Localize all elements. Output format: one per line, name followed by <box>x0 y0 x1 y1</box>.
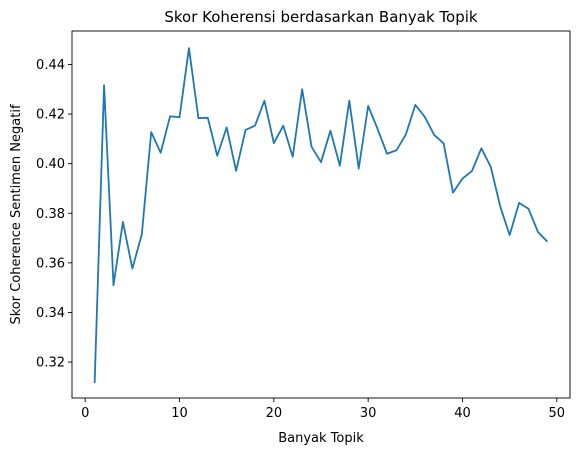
x-tick-label: 40 <box>454 406 471 421</box>
x-axis-ticks: 0 10 20 30 40 50 <box>81 398 565 421</box>
y-tick-label: 0.36 <box>36 256 65 271</box>
y-axis-label: Skor Coherence Sentimen Negatif <box>9 104 24 324</box>
x-tick-label: 30 <box>360 406 377 421</box>
data-series-line <box>93 47 549 383</box>
x-axis-label: Banyak Topik <box>278 431 364 446</box>
x-tick-label: 0 <box>81 406 89 421</box>
y-tick-label: 0.42 <box>36 108 65 123</box>
chart-title: Skor Koherensi berdasarkan Banyak Topik <box>164 8 478 26</box>
y-tick-label: 0.34 <box>36 306 65 321</box>
x-tick-label: 50 <box>549 406 566 421</box>
plot-area-frame <box>71 30 571 399</box>
y-tick-label: 0.40 <box>36 157 65 172</box>
y-tick-label: 0.32 <box>36 356 65 371</box>
y-tick-label: 0.38 <box>36 207 65 222</box>
x-tick-label: 10 <box>171 406 188 421</box>
y-axis-ticks: 0.32 0.34 0.36 0.38 0.40 0.42 0.44 <box>36 58 72 371</box>
x-tick-label: 20 <box>266 406 283 421</box>
y-tick-label: 0.44 <box>36 58 65 73</box>
